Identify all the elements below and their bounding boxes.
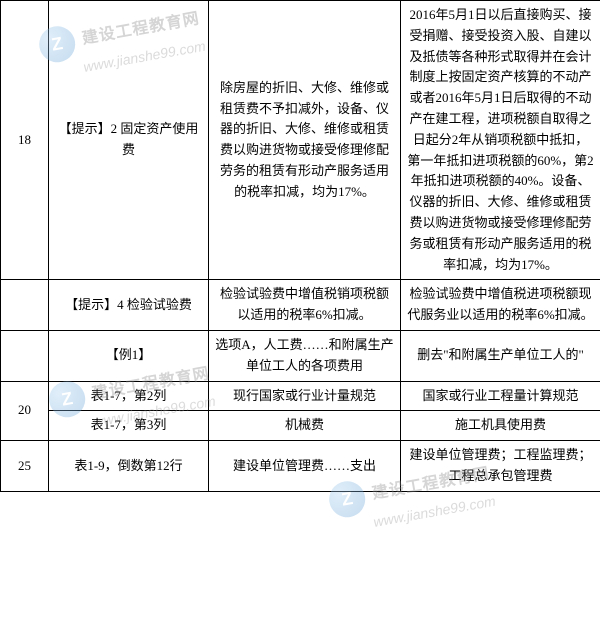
cell-orig: 机械费	[209, 411, 401, 441]
cell-num: 25	[1, 441, 49, 492]
table-row: 18 【提示】2 固定资产使用费 除房屋的折旧、大修、维修或租赁费不予扣减外，设…	[1, 1, 600, 280]
document-table-container: 18 【提示】2 固定资产使用费 除房屋的折旧、大修、维修或租赁费不予扣减外，设…	[0, 0, 600, 492]
table-row: 25 表1-9，倒数第12行 建设单位管理费……支出 建设单位管理费；工程监理费…	[1, 441, 600, 492]
cell-new: 建设单位管理费；工程监理费；工程总承包管理费	[401, 441, 600, 492]
cell-orig: 除房屋的折旧、大修、维修或租赁费不予扣减外，设备、仪器的折旧、大修、维修或租赁费…	[209, 1, 401, 280]
table-row: 20 表1-7，第2列 现行国家或行业计量规范 国家或行业工程量计算规范	[1, 381, 600, 411]
cell-loc: 表1-7，第3列	[49, 411, 209, 441]
cell-new: 检验试验费中增值税进项税额现代服务业以适用的税率6%扣减。	[401, 280, 600, 331]
cell-new: 国家或行业工程量计算规范	[401, 381, 600, 411]
table-row: 【提示】4 检验试验费 检验试验费中增值税销项税额以适用的税率6%扣减。 检验试…	[1, 280, 600, 331]
cell-loc: 【提示】4 检验试验费	[49, 280, 209, 331]
cell-num	[1, 280, 49, 331]
table-row: 【例1】 选项A，人工费……和附属生产单位工人的各项费用 删去"和附属生产单位工…	[1, 330, 600, 381]
cell-new: 施工机具使用费	[401, 411, 600, 441]
watermark-url: www.jianshe99.com	[372, 490, 498, 534]
cell-orig: 选项A，人工费……和附属生产单位工人的各项费用	[209, 330, 401, 381]
cell-orig: 现行国家或行业计量规范	[209, 381, 401, 411]
cell-orig: 检验试验费中增值税销项税额以适用的税率6%扣减。	[209, 280, 401, 331]
cell-new: 删去"和附属生产单位工人的"	[401, 330, 600, 381]
cell-num: 20	[1, 381, 49, 441]
cell-new: 2016年5月1日以后直接购买、接受捐赠、接受投资入股、自建以及抵债等各种形式取…	[401, 1, 600, 280]
corrections-table: 18 【提示】2 固定资产使用费 除房屋的折旧、大修、维修或租赁费不予扣减外，设…	[0, 0, 600, 492]
table-row: 表1-7，第3列 机械费 施工机具使用费	[1, 411, 600, 441]
cell-loc: 表1-9，倒数第12行	[49, 441, 209, 492]
cell-num: 18	[1, 1, 49, 280]
cell-loc: 【例1】	[49, 330, 209, 381]
cell-loc: 【提示】2 固定资产使用费	[49, 1, 209, 280]
cell-num	[1, 330, 49, 381]
cell-loc: 表1-7，第2列	[49, 381, 209, 411]
cell-orig: 建设单位管理费……支出	[209, 441, 401, 492]
